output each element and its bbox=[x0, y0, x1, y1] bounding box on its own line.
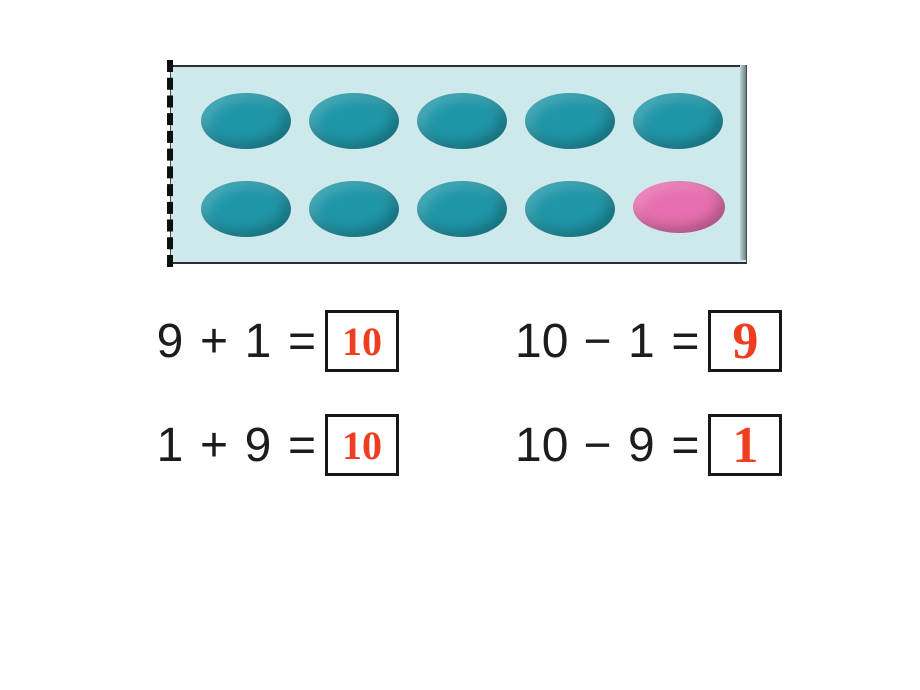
counter-pink bbox=[633, 181, 725, 233]
operator: + bbox=[199, 314, 229, 369]
counter-teal bbox=[525, 93, 615, 149]
answer-box[interactable]: 10 bbox=[325, 414, 399, 476]
equation-b: 10 − 1 = 9 bbox=[515, 310, 782, 372]
counter-teal bbox=[309, 93, 399, 149]
left-dashed-border bbox=[167, 60, 173, 267]
counter-teal bbox=[201, 181, 291, 237]
operand: 10 bbox=[515, 314, 568, 369]
counter-teal bbox=[201, 93, 291, 149]
equals: = bbox=[670, 418, 700, 473]
operand: 9 bbox=[243, 418, 273, 473]
operand: 10 bbox=[515, 418, 568, 473]
counters-panel bbox=[170, 65, 747, 264]
operand: 9 bbox=[626, 418, 656, 473]
right-shadow-bar bbox=[740, 65, 746, 260]
operator: − bbox=[582, 418, 612, 473]
counter-teal bbox=[525, 181, 615, 237]
answer-box[interactable]: 1 bbox=[708, 414, 782, 476]
equals: = bbox=[287, 314, 317, 369]
counters-area bbox=[171, 67, 746, 262]
operator: − bbox=[582, 314, 612, 369]
counter-teal bbox=[633, 93, 723, 149]
equations-block: 9 + 1 = 10 10 − 1 = 9 1 + 9 = 10 10 − 9 … bbox=[155, 310, 795, 518]
operand: 1 bbox=[243, 314, 273, 369]
operand: 1 bbox=[626, 314, 656, 369]
equation-a: 9 + 1 = 10 bbox=[155, 310, 465, 372]
operand: 9 bbox=[155, 314, 185, 369]
answer-box[interactable]: 9 bbox=[708, 310, 782, 372]
operator: + bbox=[199, 418, 229, 473]
equals: = bbox=[287, 418, 317, 473]
counter-teal bbox=[309, 181, 399, 237]
counter-teal bbox=[417, 181, 507, 237]
operand: 1 bbox=[155, 418, 185, 473]
equation-row-2: 1 + 9 = 10 10 − 9 = 1 bbox=[155, 414, 795, 476]
equals: = bbox=[670, 314, 700, 369]
equation-c: 1 + 9 = 10 bbox=[155, 414, 465, 476]
equation-d: 10 − 9 = 1 bbox=[515, 414, 782, 476]
equation-row-1: 9 + 1 = 10 10 − 1 = 9 bbox=[155, 310, 795, 372]
answer-box[interactable]: 10 bbox=[325, 310, 399, 372]
counter-teal bbox=[417, 93, 507, 149]
